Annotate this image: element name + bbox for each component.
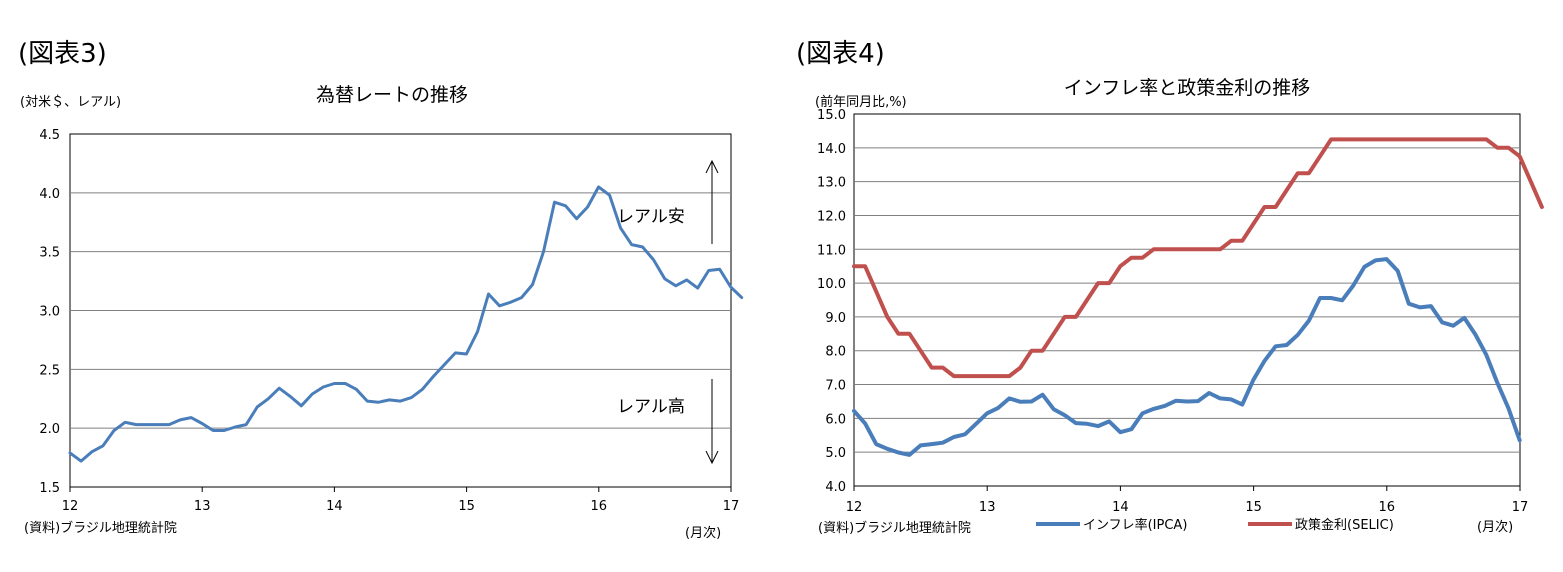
up-arrow-head-icon: [705, 159, 719, 174]
y-tick-label: 8.0: [825, 345, 846, 360]
series-line-1: [852, 137, 1544, 379]
unit-label: (対米＄、レアル): [20, 95, 121, 110]
y-tick-label: 13.0: [817, 176, 846, 191]
series-layer: [852, 137, 1544, 457]
y-tick-label: 11.0: [817, 243, 846, 258]
legend-item-ipca: インフレ率(IPCA): [1036, 517, 1187, 533]
series-line-0: [852, 257, 1522, 457]
legend-label-selic: 政策金利(SELIC): [1295, 517, 1394, 533]
y-tick-label: 4.0: [39, 187, 60, 202]
annotation-down-label: レアル高: [617, 397, 685, 417]
chart-title: 為替レートの推移: [316, 84, 468, 106]
legend-item-selic: 政策金利(SELIC): [1248, 517, 1394, 533]
gridlines: [70, 192, 731, 429]
down-arrow-head-icon: [705, 450, 719, 465]
annotation-up-label: レアル安: [617, 207, 685, 227]
chart-exchange-rate: (図表3) 為替レートの推移 (対米＄、レアル) 1.5 2.0 2.5 3.0 3.5…: [18, 39, 744, 541]
y-tick-label: 4.5: [39, 128, 60, 143]
y-tick-label: 3.0: [39, 305, 60, 320]
x-unit-label: (月次): [685, 525, 721, 541]
annotation-strong-real: レアル高: [617, 379, 719, 465]
legend: インフレ率(IPCA) 政策金利(SELIC): [1036, 517, 1394, 533]
y-tick-label: 2.5: [39, 363, 60, 378]
x-tick-label: 14: [1112, 500, 1129, 515]
x-tick-label: 17: [1512, 500, 1529, 515]
y-tick-label: 5.0: [825, 446, 846, 461]
y-tick-label: 15.0: [817, 108, 846, 123]
series-line-0: [68, 185, 744, 463]
x-tick-label: 17: [723, 499, 740, 514]
x-tick-label: 12: [846, 500, 863, 515]
figure-label: (図表3): [18, 39, 107, 69]
x-axis: 12 13 14 15 16 17: [62, 487, 740, 514]
legend-label-ipca: インフレ率(IPCA): [1083, 517, 1187, 533]
x-tick-label: 12: [62, 499, 79, 514]
y-tick-label: 12.0: [817, 209, 846, 224]
unit-label: (前年同月比,%): [815, 94, 907, 110]
x-tick-label: 15: [458, 499, 475, 514]
y-tick-label: 6.0: [825, 412, 846, 427]
x-tick-label: 16: [1379, 500, 1396, 515]
y-tick-label: 1.5: [39, 481, 60, 496]
y-tick-label: 9.0: [825, 311, 846, 326]
series-layer: [68, 185, 744, 463]
x-tick-label: 15: [1245, 500, 1262, 515]
x-tick-label: 16: [591, 499, 608, 514]
source-note: (資料)ブラジル地理統計院: [818, 520, 971, 536]
y-tick-label: 2.0: [39, 422, 60, 437]
chart-title: インフレ率と政策金利の推移: [1064, 77, 1310, 99]
plot-area-frame: [853, 113, 1521, 487]
y-axis: 4.0 5.0 6.0 7.0 8.0 9.0 10.0 11.0 12.0 13.0 14.0 15…: [817, 108, 846, 495]
y-axis: 1.5 2.0 2.5 3.0 3.5 4.0 4.5: [39, 128, 60, 496]
y-tick-label: 7.0: [825, 379, 846, 394]
x-tick-label: 13: [194, 499, 211, 514]
x-tick-label: 14: [326, 499, 343, 514]
x-unit-label: (月次): [1477, 519, 1513, 535]
source-note: (資料)ブラジル地理統計院: [24, 520, 177, 536]
x-tick-label: 13: [979, 500, 996, 515]
x-axis: 12 13 14 15 16 17: [846, 486, 1529, 515]
y-tick-label: 10.0: [817, 277, 846, 292]
chart-inflation-policy-rate: (図表4) インフレ率と政策金利の推移 (前年同月比,%) 4.0 5.0 6.0 7…: [796, 39, 1544, 536]
y-tick-label: 14.0: [817, 142, 846, 157]
annotation-weak-real: レアル安: [617, 159, 719, 244]
y-tick-label: 3.5: [39, 246, 60, 261]
y-tick-label: 4.0: [825, 480, 846, 495]
gridlines: [854, 147, 1520, 453]
figure-label: (図表4): [796, 39, 885, 69]
